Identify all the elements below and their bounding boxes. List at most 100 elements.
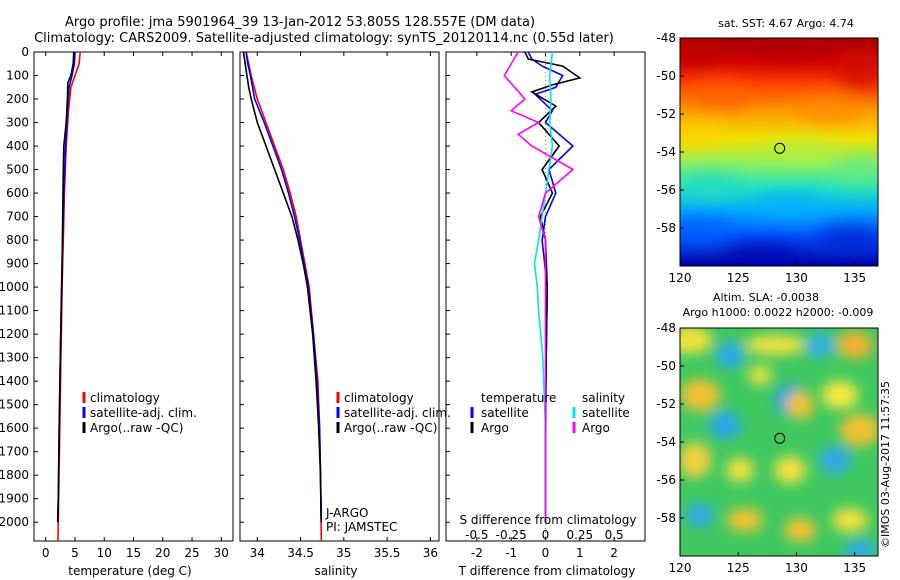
salinity-legend: climatology satellite-adj. clim. Argo(..… — [336, 391, 451, 435]
lat-tick-label: -52 — [656, 397, 676, 411]
lon-tick-label: 130 — [785, 271, 808, 285]
series-line-argo-raw-qc — [242, 51, 323, 523]
x-tick-label: 10 — [97, 546, 112, 560]
s-difference-xlabel: S difference from climatology — [460, 513, 637, 527]
depth-tick-label: 1800 — [0, 468, 29, 482]
depth-tick-label: 200 — [6, 92, 29, 106]
sla-map-image — [680, 328, 878, 556]
salinity-panel — [239, 51, 440, 542]
x-tick-label: -1 — [505, 546, 517, 560]
x-tick-label: 34 — [250, 546, 265, 560]
x-tick-label: 0 — [42, 546, 50, 560]
lat-tick-label: -58 — [656, 511, 676, 525]
legend-salinity-title: salinity — [582, 391, 625, 405]
lon-tick-label: 130 — [785, 561, 808, 575]
depth-tick-label: 500 — [6, 163, 29, 177]
depth-tick-label: 900 — [6, 257, 29, 271]
legend-satellite-adj: satellite-adj. clim. — [90, 406, 197, 420]
title-line-1: Argo profile: jma 5901964_39 13-Jan-2012… — [65, 15, 535, 30]
imos-credit: ©IMOS 03-Aug-2017 11:57:35 — [879, 381, 892, 548]
depth-tick-label: 800 — [6, 233, 29, 247]
series-line-t-argo — [524, 51, 582, 523]
depth-tick-label: 1600 — [0, 421, 29, 435]
lat-tick-label: -48 — [656, 31, 676, 45]
lat-tick-label: -58 — [656, 221, 676, 235]
legend-s-argo: Argo — [582, 421, 610, 435]
depth-tick-label: 1300 — [0, 351, 29, 365]
depth-tick-label: 1400 — [0, 374, 29, 388]
x-tick-label: 36 — [423, 546, 438, 560]
x-tick-label: 5 — [71, 546, 79, 560]
difference-legend: temperature satellite Argo salinity sate… — [470, 391, 630, 435]
sst-map-image — [680, 38, 878, 266]
depth-tick-label: 1000 — [0, 280, 29, 294]
lon-tick-label: 120 — [669, 271, 692, 285]
argo-position-marker — [774, 142, 786, 154]
title-line-2: Climatology: CARS2009. Satellite-adjuste… — [34, 31, 614, 46]
lon-tick-label: 120 — [669, 561, 692, 575]
legend-t-argo: Argo — [481, 421, 509, 435]
float-annotation-2: PI: JAMSTEC — [326, 520, 397, 534]
legend-satellite-adj: satellite-adj. clim. — [344, 406, 451, 420]
series-line-satellite-adj-clim — [245, 51, 323, 523]
x-tick-label: 15 — [126, 546, 141, 560]
lat-tick-label: -52 — [656, 107, 676, 121]
depth-tick-label: 1900 — [0, 492, 29, 506]
lon-tick-label: 125 — [727, 271, 750, 285]
s-difference-tick-label: -0.25 — [496, 528, 527, 542]
lat-tick-label: -54 — [656, 435, 676, 449]
depth-tick-label: 2000 — [0, 515, 29, 529]
s-difference-tick-label: 0 — [542, 528, 550, 542]
s-difference-tick-label: 0.25 — [566, 528, 593, 542]
lat-tick-label: -50 — [656, 69, 676, 83]
lat-tick-label: -50 — [656, 359, 676, 373]
lat-tick-label: -48 — [656, 321, 676, 335]
depth-tick-label: 1500 — [0, 398, 29, 412]
sla-map-title: Altim. SLA: -0.0038 — [713, 291, 819, 304]
x-tick-label: 34.5 — [287, 546, 314, 560]
series-line-argo-raw-qc — [56, 51, 75, 523]
argo-position-marker — [774, 432, 786, 444]
lat-tick-label: -56 — [656, 473, 676, 487]
temperature-xlabel: temperature (deg C) — [68, 564, 191, 578]
x-tick-label: 25 — [184, 546, 199, 560]
depth-tick-label: 1200 — [0, 327, 29, 341]
depth-tick-label: 0 — [21, 45, 29, 59]
series-line-s-argo — [503, 51, 575, 523]
sst-map-title: sat. SST: 4.67 Argo: 4.74 — [718, 17, 854, 30]
legend-climatology: climatology — [344, 391, 414, 405]
s-difference-tick-label: 0.5 — [605, 528, 624, 542]
temperature-legend: climatology satellite-adj. clim. Argo(..… — [82, 391, 197, 435]
lat-tick-label: -54 — [656, 145, 676, 159]
temperature-panel — [33, 51, 234, 542]
x-tick-label: 20 — [155, 546, 170, 560]
x-tick-label: 0 — [542, 546, 550, 560]
s-difference-tick-label: -0.5 — [465, 528, 488, 542]
legend-s-satellite: satellite — [582, 406, 630, 420]
depth-tick-label: 300 — [6, 116, 29, 130]
lon-tick-label: 125 — [727, 561, 750, 575]
legend-t-satellite: satellite — [481, 406, 529, 420]
legend-argo: Argo(..raw -QC) — [90, 421, 183, 435]
x-tick-label: 1 — [576, 546, 584, 560]
series-line-t-satellite — [527, 51, 575, 523]
depth-tick-label: 1700 — [0, 445, 29, 459]
depth-tick-label: 700 — [6, 210, 29, 224]
x-tick-label: 35 — [336, 546, 351, 560]
series-line-s-satellite — [533, 51, 554, 523]
depth-tick-label: 1100 — [0, 304, 29, 318]
legend-climatology: climatology — [90, 391, 160, 405]
sla-map-subtitle: Argo h1000: 0.0022 h2000: -0.009 — [683, 306, 874, 319]
lon-tick-label: 135 — [843, 271, 866, 285]
lon-tick-label: 135 — [843, 561, 866, 575]
legend-argo: Argo(..raw -QC) — [344, 421, 437, 435]
depth-tick-label: 400 — [6, 139, 29, 153]
x-tick-label: 35.5 — [374, 546, 401, 560]
x-tick-label: 2 — [610, 546, 618, 560]
x-tick-label: 30 — [214, 546, 229, 560]
depth-tick-label: 100 — [6, 69, 29, 83]
float-annotation-1: J-ARGO — [325, 506, 368, 520]
legend-temperature-title: temperature — [481, 391, 556, 405]
salinity-xlabel: salinity — [314, 564, 357, 578]
